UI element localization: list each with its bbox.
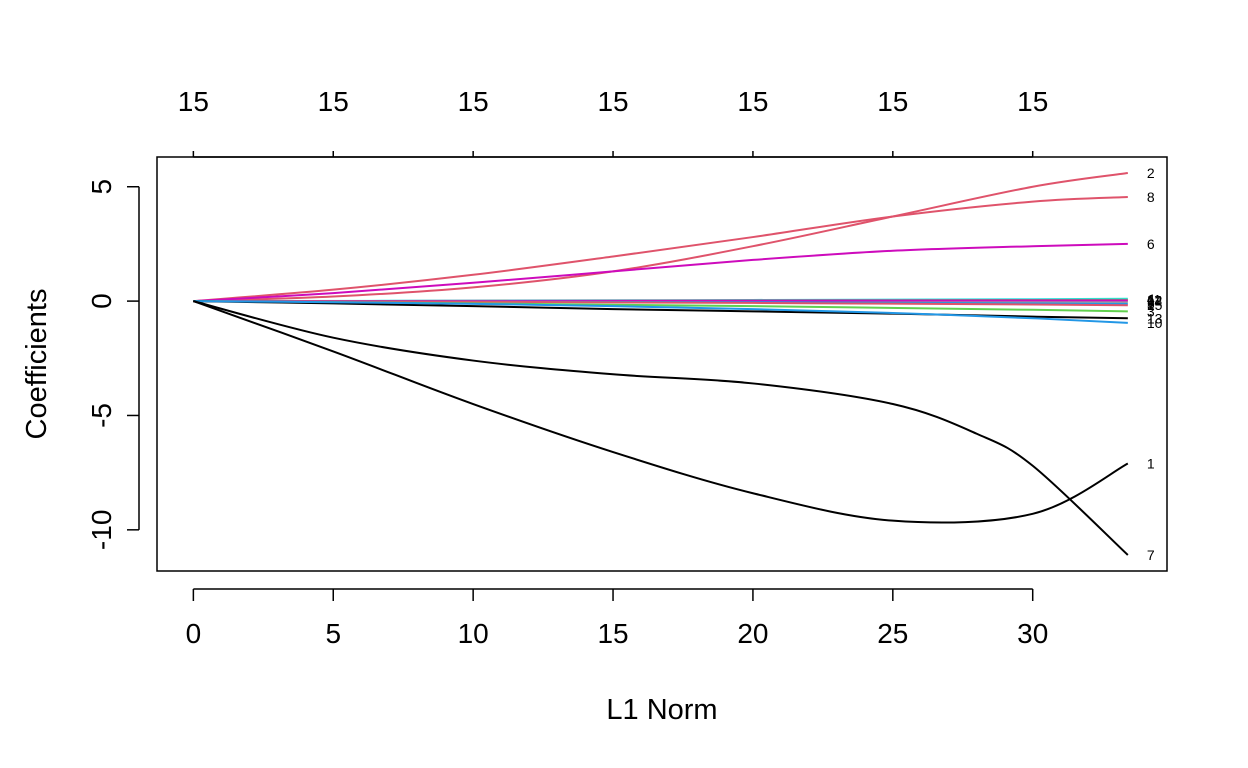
top-tick-label: 15: [737, 86, 768, 117]
x-tick-label: 0: [186, 618, 202, 649]
series-end-label-11: 11: [1147, 292, 1162, 308]
series-lines: [193, 172, 1129, 556]
series-line-2: [193, 172, 1128, 303]
x-tick-label: 20: [737, 618, 768, 649]
top-tick-label: 15: [458, 86, 489, 117]
series-end-label-2: 2: [1147, 165, 1155, 181]
series-end-label-14: 14: [1147, 292, 1163, 308]
series-end-label-3: 3: [1147, 303, 1155, 319]
series-end-label-10: 10: [1147, 315, 1163, 331]
top-tick-label: 15: [1017, 86, 1048, 117]
y-tick-label: 0: [86, 293, 117, 309]
series-end-label-5: 5: [1147, 296, 1155, 312]
x-tick-label: 30: [1017, 618, 1048, 649]
top-tick-label: 15: [318, 86, 349, 117]
axes: 0 5 10 15 20 25 30 15 15 15 15 15 15 15 -10 -5 0 5: [86, 86, 1048, 649]
series-end-label-7: 7: [1147, 547, 1155, 563]
series-line-13: [193, 300, 1128, 320]
series-line-1: [193, 300, 1129, 524]
series-line-8: [193, 196, 1128, 303]
top-tick-label: 15: [597, 86, 628, 117]
y-tick-label: -5: [86, 403, 117, 428]
x-tick-label: 25: [877, 618, 908, 649]
y-axis-title: Coefficients: [21, 289, 53, 440]
series-end-label-12: 12: [1147, 293, 1163, 309]
x-axis-title: L1 Norm: [606, 694, 717, 726]
top-tick-label: 15: [178, 86, 209, 117]
series-end-label-4: 4: [1147, 291, 1155, 307]
x-tick-label: 10: [458, 618, 489, 649]
series-end-label-6: 6: [1147, 236, 1155, 252]
series-end-label-1: 1: [1147, 455, 1155, 471]
series-line-6: [193, 242, 1128, 303]
plot-frame: [156, 156, 1168, 572]
series-end-label-15: 15: [1147, 297, 1163, 313]
series-end-label-9: 9: [1147, 294, 1155, 310]
top-tick-label: 15: [877, 86, 908, 117]
y-tick-label: -10: [86, 510, 117, 550]
series-end-label-8: 8: [1147, 189, 1155, 205]
series-end-label-13: 13: [1147, 310, 1163, 326]
series-line-10: [193, 300, 1128, 324]
x-tick-label: 5: [325, 618, 341, 649]
series-line-7: [193, 300, 1129, 556]
y-tick-label: 5: [86, 179, 117, 195]
x-tick-label: 15: [597, 618, 628, 649]
